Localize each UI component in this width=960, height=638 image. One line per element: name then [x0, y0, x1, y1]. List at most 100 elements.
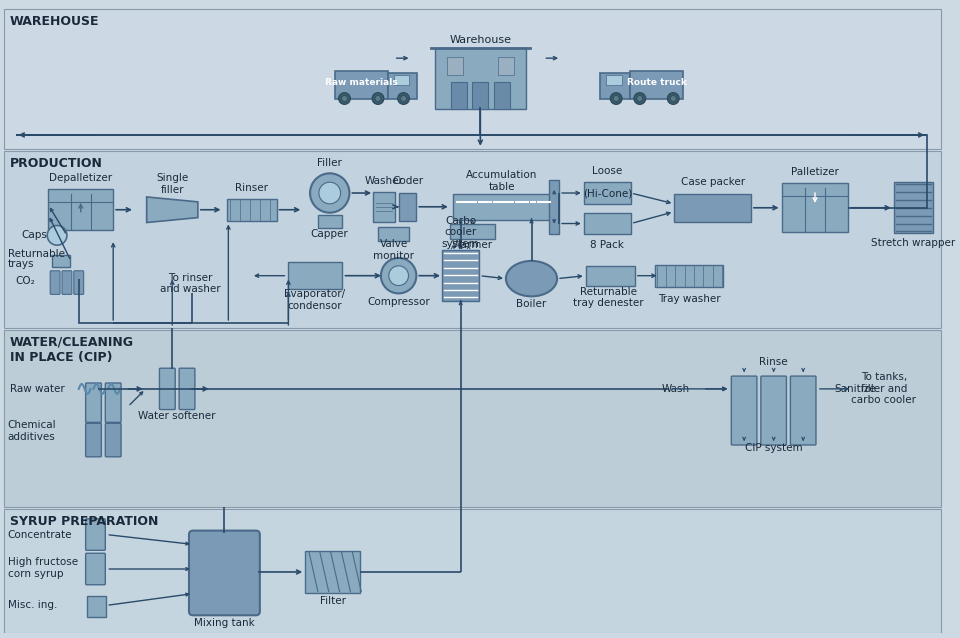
Circle shape: [372, 93, 384, 105]
FancyBboxPatch shape: [451, 82, 467, 109]
FancyBboxPatch shape: [159, 368, 176, 410]
Text: Filter: Filter: [320, 597, 346, 607]
Text: Carbo
cooler
system: Carbo cooler system: [442, 216, 480, 249]
FancyBboxPatch shape: [450, 223, 495, 239]
FancyBboxPatch shape: [655, 265, 724, 286]
Text: Warmer: Warmer: [452, 240, 493, 250]
Ellipse shape: [506, 261, 557, 297]
Circle shape: [375, 96, 381, 101]
Text: Tray washer: Tray washer: [658, 294, 720, 304]
FancyBboxPatch shape: [318, 215, 342, 228]
FancyBboxPatch shape: [894, 182, 933, 234]
Circle shape: [670, 96, 676, 101]
Text: CO₂: CO₂: [15, 276, 36, 286]
Text: Chemical
additives: Chemical additives: [8, 420, 57, 442]
Circle shape: [400, 96, 406, 101]
Text: trays: trays: [8, 259, 35, 269]
Text: 8 Pack: 8 Pack: [590, 240, 624, 250]
Text: (Hi-Cone): (Hi-Cone): [583, 188, 632, 198]
FancyBboxPatch shape: [674, 194, 751, 221]
FancyBboxPatch shape: [4, 330, 941, 507]
FancyBboxPatch shape: [435, 48, 526, 109]
Text: Misc. ing.: Misc. ing.: [8, 600, 58, 611]
FancyBboxPatch shape: [549, 180, 559, 234]
Circle shape: [636, 96, 643, 101]
Circle shape: [397, 93, 410, 105]
Text: Rinser: Rinser: [235, 183, 269, 193]
Text: Palletizer: Palletizer: [791, 167, 839, 177]
Text: Loose: Loose: [592, 167, 622, 176]
FancyBboxPatch shape: [584, 182, 631, 204]
Text: Caps: Caps: [22, 230, 48, 241]
Text: Sanitize: Sanitize: [834, 384, 876, 394]
Text: Boiler: Boiler: [516, 299, 546, 309]
FancyBboxPatch shape: [189, 531, 260, 615]
Circle shape: [381, 258, 417, 293]
Text: Returnable
tray denester: Returnable tray denester: [573, 286, 643, 308]
FancyBboxPatch shape: [600, 73, 630, 98]
FancyBboxPatch shape: [494, 82, 510, 109]
FancyBboxPatch shape: [52, 255, 70, 267]
Text: Coder: Coder: [392, 176, 423, 186]
FancyBboxPatch shape: [86, 596, 107, 617]
FancyBboxPatch shape: [472, 82, 489, 109]
Text: Warehouse: Warehouse: [449, 36, 512, 45]
FancyBboxPatch shape: [85, 519, 106, 551]
FancyBboxPatch shape: [228, 199, 276, 221]
Circle shape: [47, 225, 67, 245]
Text: SYRUP PREPARATION: SYRUP PREPARATION: [10, 515, 158, 528]
Text: Filler: Filler: [318, 158, 342, 168]
FancyBboxPatch shape: [584, 212, 631, 234]
FancyBboxPatch shape: [62, 271, 72, 294]
Text: Case packer: Case packer: [681, 177, 745, 187]
Text: Capper: Capper: [311, 229, 348, 239]
FancyBboxPatch shape: [288, 262, 342, 290]
FancyBboxPatch shape: [373, 192, 395, 221]
Text: Route truck: Route truck: [627, 78, 686, 87]
Text: To rinser
and washer: To rinser and washer: [159, 273, 220, 294]
FancyBboxPatch shape: [442, 250, 479, 301]
Text: Water softener: Water softener: [138, 412, 216, 422]
FancyBboxPatch shape: [761, 376, 786, 445]
FancyBboxPatch shape: [74, 271, 84, 294]
FancyBboxPatch shape: [607, 75, 622, 85]
FancyBboxPatch shape: [85, 553, 106, 585]
FancyBboxPatch shape: [305, 551, 360, 593]
FancyBboxPatch shape: [586, 266, 635, 286]
Circle shape: [611, 93, 622, 105]
FancyBboxPatch shape: [48, 189, 113, 230]
FancyBboxPatch shape: [4, 509, 941, 633]
Text: Rinse: Rinse: [759, 357, 788, 367]
FancyBboxPatch shape: [388, 73, 418, 98]
FancyBboxPatch shape: [85, 383, 102, 422]
Text: To tanks,
filler and
carbo cooler: To tanks, filler and carbo cooler: [852, 373, 917, 406]
Text: Raw materials: Raw materials: [324, 78, 397, 87]
FancyBboxPatch shape: [781, 183, 849, 232]
Circle shape: [310, 174, 349, 212]
Text: Raw water: Raw water: [10, 384, 64, 394]
FancyBboxPatch shape: [446, 57, 463, 75]
Circle shape: [634, 93, 646, 105]
Circle shape: [319, 182, 341, 204]
Circle shape: [667, 93, 679, 105]
Text: Valve
monitor: Valve monitor: [373, 239, 414, 261]
FancyBboxPatch shape: [394, 75, 410, 85]
Circle shape: [613, 96, 619, 101]
Text: CIP system: CIP system: [745, 443, 803, 453]
Circle shape: [389, 266, 408, 286]
Text: Depalletizer: Depalletizer: [49, 174, 112, 183]
FancyBboxPatch shape: [180, 368, 195, 410]
Text: Single
filler: Single filler: [156, 174, 188, 195]
FancyBboxPatch shape: [790, 376, 816, 445]
Text: Mixing tank: Mixing tank: [194, 618, 254, 628]
Text: Concentrate: Concentrate: [8, 530, 72, 540]
Text: Evaporator/
condensor: Evaporator/ condensor: [284, 290, 346, 311]
FancyBboxPatch shape: [732, 376, 756, 445]
FancyBboxPatch shape: [335, 71, 388, 98]
Text: PRODUCTION: PRODUCTION: [10, 156, 103, 170]
Circle shape: [339, 93, 350, 105]
FancyBboxPatch shape: [4, 151, 941, 328]
Text: Accumulation
table: Accumulation table: [467, 170, 538, 192]
FancyBboxPatch shape: [398, 193, 417, 221]
Text: Wash: Wash: [661, 384, 689, 394]
